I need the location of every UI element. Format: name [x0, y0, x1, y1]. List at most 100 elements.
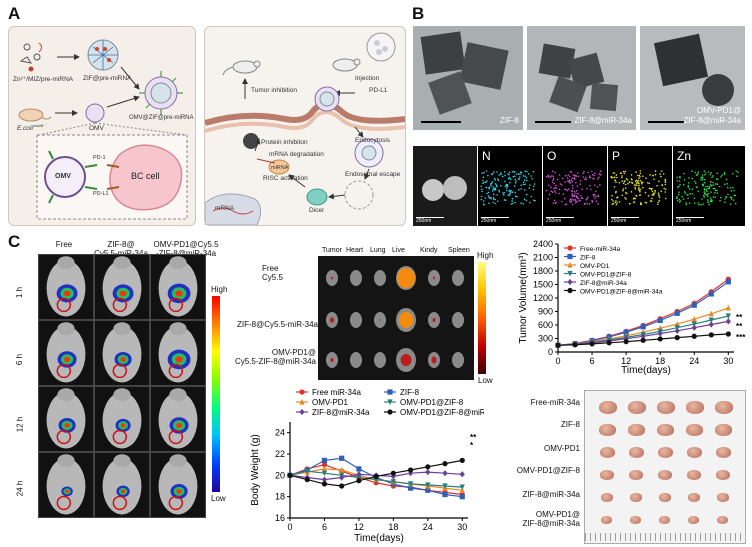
eds-dot	[593, 174, 595, 177]
eds-dot	[663, 187, 665, 190]
tumor-specimen	[628, 446, 644, 458]
eds-dot	[585, 176, 587, 179]
organ-tissue	[350, 352, 362, 368]
eds-dot	[522, 175, 525, 177]
eds-dot	[554, 192, 557, 194]
eds-dot	[641, 181, 644, 184]
eds-dot	[579, 183, 581, 185]
data-point	[407, 467, 414, 473]
eds-dot	[630, 174, 633, 176]
eds-dot	[548, 193, 551, 196]
eds-dot	[683, 179, 686, 181]
eds-dot	[726, 183, 728, 185]
eds-dot	[576, 172, 579, 174]
eds-dot	[688, 182, 690, 184]
eds-dot	[554, 171, 556, 174]
eds-dot	[613, 186, 616, 188]
eds-dot	[628, 202, 631, 205]
eds-dot	[492, 171, 495, 173]
eds-dot	[700, 179, 702, 181]
eds-dot	[564, 188, 566, 191]
eds-dot	[564, 197, 566, 200]
organ-colorbar-low: Low	[478, 376, 493, 385]
eds-dot	[555, 184, 557, 187]
eds-dot	[634, 186, 636, 189]
eds-dot	[570, 201, 572, 204]
eds-dot	[639, 179, 642, 182]
tem-image-omv: OMV-PD1@ ZIF-8@miR-34a	[640, 26, 745, 130]
eds-dot	[534, 199, 536, 202]
eds-dot	[665, 197, 667, 200]
eds-dot	[488, 202, 490, 205]
y-tick-label: 300	[538, 334, 553, 344]
eds-dot	[511, 171, 514, 173]
eds-map-o: O 250nm	[543, 146, 607, 226]
organ-signal	[431, 356, 437, 364]
data-point	[407, 485, 414, 491]
eds-dot	[688, 177, 690, 179]
eds-dot	[555, 187, 558, 189]
eds-dot	[659, 173, 661, 175]
data-point	[321, 462, 328, 468]
eds-dot	[571, 189, 574, 192]
organ-row-omv: OMV-PD1@ Cy5.5-ZIF-8@miR-34a	[234, 348, 316, 366]
eds-dot	[565, 188, 567, 191]
endosomal-escape-label: Endosomal escape	[345, 171, 401, 178]
eds-dot	[615, 203, 618, 206]
eds-dot	[615, 181, 617, 183]
legend-marker	[299, 398, 305, 405]
eds-dot	[635, 171, 637, 173]
eds-dot	[568, 175, 571, 178]
eds-dot	[657, 201, 659, 203]
data-point	[373, 473, 379, 479]
tumor-specimen	[629, 492, 643, 502]
eds-dot	[677, 186, 679, 188]
eds-dot	[580, 196, 583, 199]
eds-dot	[505, 183, 508, 186]
eds-dot	[710, 197, 712, 199]
eds-dot	[633, 201, 636, 203]
eds-dot	[574, 174, 576, 176]
eds-dot	[624, 170, 627, 173]
data-point	[321, 470, 328, 477]
data-point	[321, 481, 328, 487]
organ-header: Spleen	[448, 247, 470, 254]
eds-dot	[584, 202, 586, 205]
eds-dot	[638, 182, 640, 185]
mouse-image	[150, 320, 206, 386]
eds-dot	[624, 183, 627, 186]
eds-dot	[725, 196, 728, 199]
y-tick-label: 900	[538, 307, 553, 317]
eds-dot	[585, 198, 588, 201]
data-point	[708, 332, 714, 338]
eds-dot	[650, 189, 653, 191]
eds-dot	[591, 199, 593, 202]
eds-dot	[639, 188, 642, 191]
dicer-label: Dicer	[309, 207, 325, 214]
mouse-image	[38, 452, 94, 518]
eds-dot	[709, 181, 712, 183]
organ-signal	[397, 268, 415, 288]
organ-colorbar	[478, 262, 486, 374]
tumor-specimen	[715, 446, 731, 458]
eds-dot	[511, 197, 514, 200]
tumor-specimen	[599, 446, 615, 458]
imaging-colorbar	[212, 296, 220, 492]
eds-dot	[700, 204, 702, 206]
legend-label: OMV-PD1@ZIF-8@miR-34a	[400, 408, 484, 417]
eds-dot	[612, 177, 614, 179]
eds-dot	[729, 187, 732, 189]
eds-dot	[567, 174, 570, 176]
eds-dot	[613, 176, 616, 178]
x-tick-label: 18	[655, 356, 665, 366]
organ-imaging-panel	[318, 256, 474, 380]
eds-dot	[574, 202, 577, 204]
eds-dot	[568, 181, 571, 184]
eds-dot	[639, 172, 642, 175]
eds-dot	[676, 196, 678, 198]
mrna-degradation-label: mRNA degradation	[269, 151, 324, 158]
eds-dot	[560, 200, 563, 203]
tumor-specimen	[687, 469, 701, 480]
eds-dot	[492, 188, 495, 191]
eds-dot	[598, 176, 600, 179]
